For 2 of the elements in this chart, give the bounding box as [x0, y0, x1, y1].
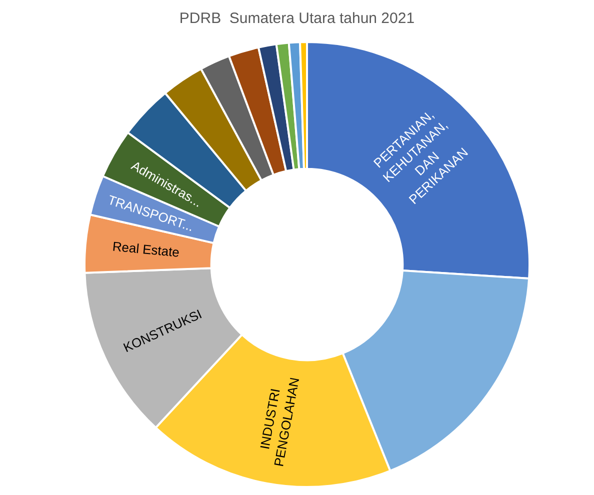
slice-label: Real Estate	[112, 238, 180, 260]
chart-title: PDRB Sumatera Utara tahun 2021	[179, 10, 415, 27]
